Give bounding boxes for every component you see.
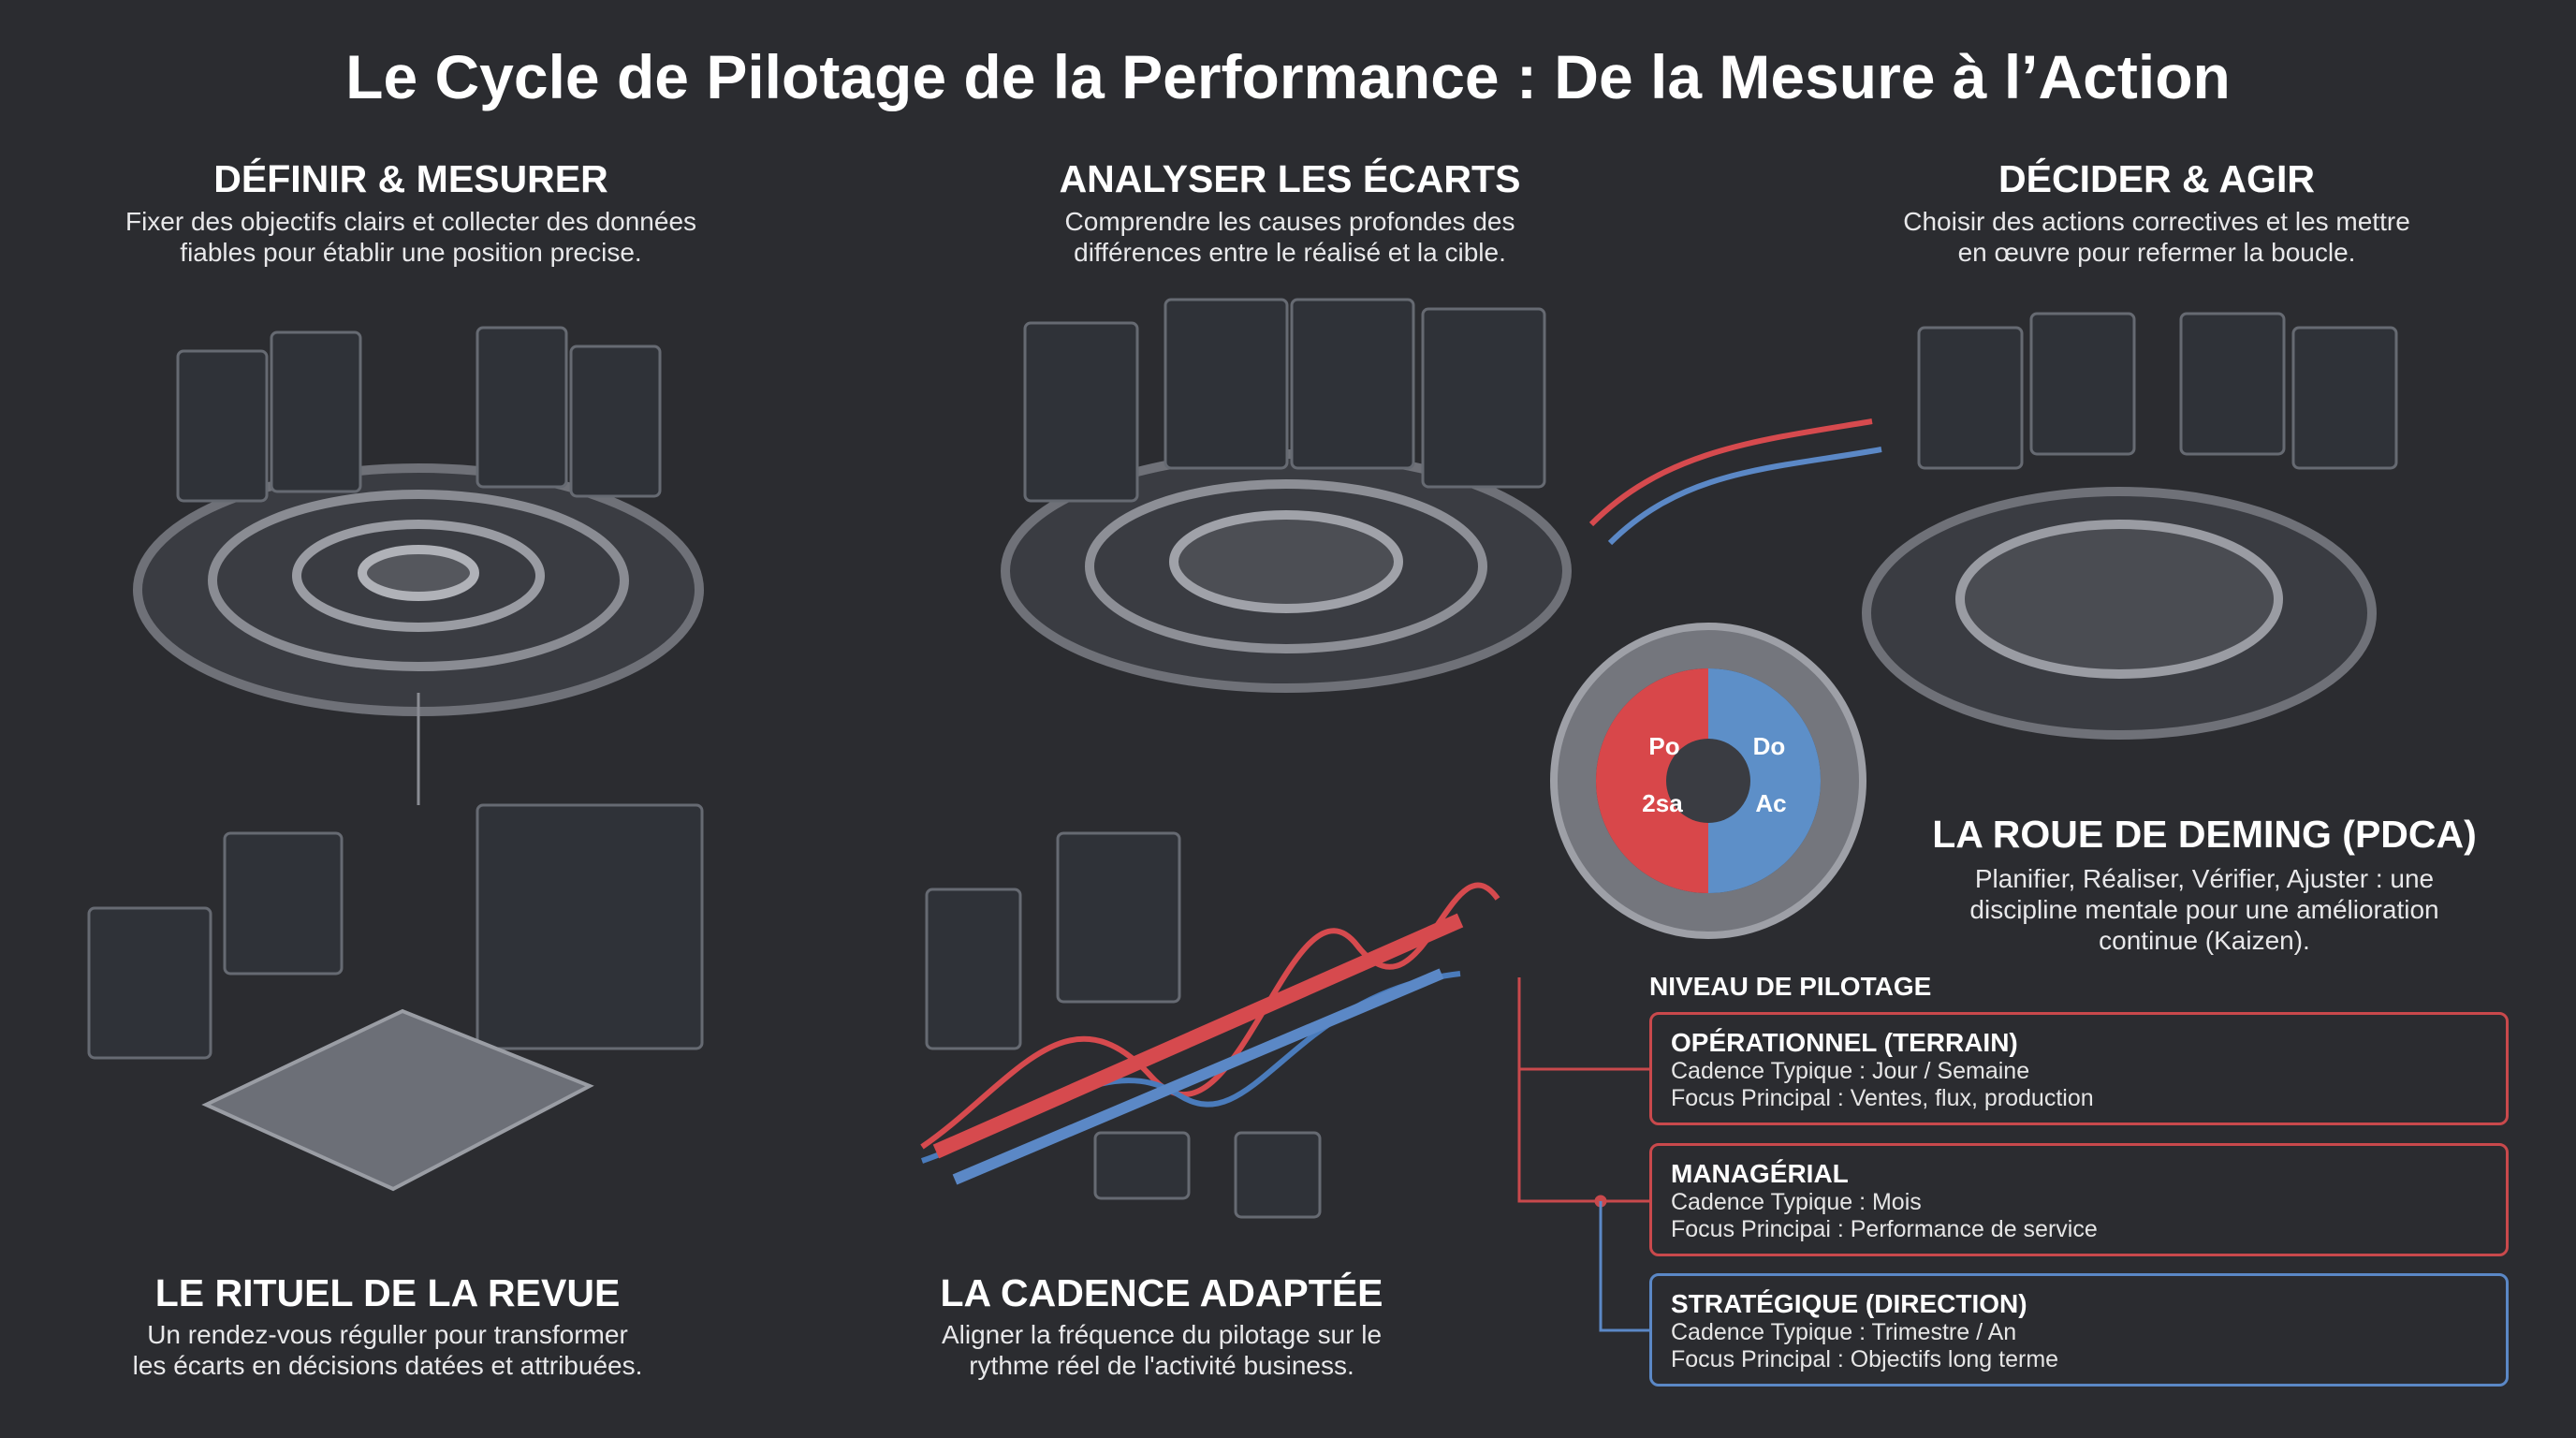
text-line: Choisir des actions correctives et les m… [1903, 207, 2410, 236]
section-text: Un rendez-vous réguller pour transformer… [133, 1319, 643, 1381]
section-title: DÉFINIR & MESURER [213, 157, 608, 200]
section-title: DÉCIDER & AGIR [1998, 157, 2315, 200]
section-text: Aligner la fréquence du pilotage sur le r… [942, 1319, 1382, 1381]
section-text: Choisir des actions correctives et les m… [1903, 206, 2410, 268]
section-title: LA CADENCE ADAPTÉE [940, 1271, 1383, 1314]
gear-label: Ac [1755, 789, 1786, 817]
page-title: Le Cycle de Pilotage de la Performance :… [345, 42, 2231, 111]
text-line: Focus Principal : Objectifs long terme [1671, 1346, 2059, 1372]
gear-label: 2sa [1642, 789, 1683, 817]
gear-label: Po [1648, 732, 1679, 760]
text-line: Fixer des objectifs clairs et collecter … [124, 207, 697, 236]
text-line: OPÉRATIONNEL (TERRAIN) [1671, 1028, 2018, 1057]
text-line: en œuvre pour refermer la boucle. [1957, 238, 2356, 267]
text-line: Comprendre les causes profondes des [1064, 207, 1515, 236]
section-title: LA ROUE DE DEMING (PDCA) [1932, 813, 2477, 856]
level-box: MANAGÉRIAL Cadence Typique : Mois Focus Pr… [1649, 1143, 2509, 1256]
text-line: rythme réel de l'activité business. [969, 1351, 1354, 1380]
section-title: LE RITUEL DE LA REVUE [154, 1271, 621, 1314]
text-line: discipline mentale pour une amélioration [1969, 895, 2439, 924]
text-line: les écarts en décisions datées et attrib… [132, 1351, 643, 1380]
text-line: Planifier, Réaliser, Vérifier, Ajuster :… [1974, 864, 2435, 893]
levels-header: NIVEAU DE PILOTAGE [1649, 972, 1932, 1001]
text-line: MANAGÉRIAL [1671, 1159, 1849, 1188]
text-line: différences entre le réalisé et la cible… [1074, 238, 1506, 267]
text-line: continue (Kaizen). [2099, 926, 2310, 955]
text-line: Focus Principai : Performance de service [1671, 1216, 2098, 1242]
gear-label: Do [1753, 732, 1786, 760]
text-line: Cadence Typique : Trimestre / An [1671, 1319, 2017, 1345]
text-line: Cadence Typique : Mois [1671, 1189, 1922, 1215]
text-line: Aligner la fréquence du pilotage sur le [941, 1320, 1383, 1349]
level-box: STRATÉGIQUE (DIRECTION) Cadence Typique :… [1649, 1273, 2509, 1387]
text-line: fiables pour établir une position precis… [180, 238, 642, 267]
section-text: Planifier, Réaliser, Vérifier, Ajuster :… [1969, 863, 2438, 956]
section-title: ANALYSER LES ÉCARTS [1059, 157, 1521, 200]
text-line: Focus Principal : Ventes, flux, producti… [1671, 1085, 2094, 1111]
text-line: Un rendez-vous réguller pour transformer [147, 1320, 628, 1349]
text-line: STRATÉGIQUE (DIRECTION) [1671, 1289, 2027, 1318]
section-text: Fixer des objectifs clairs et collecter … [125, 206, 696, 268]
section-text: Comprendre les causes profondes des diffé… [1065, 206, 1515, 268]
level-box: OPÉRATIONNEL (TERRAIN) Cadence Typique : … [1649, 1012, 2509, 1125]
text-line: Cadence Typique : Jour / Semaine [1671, 1058, 2030, 1084]
